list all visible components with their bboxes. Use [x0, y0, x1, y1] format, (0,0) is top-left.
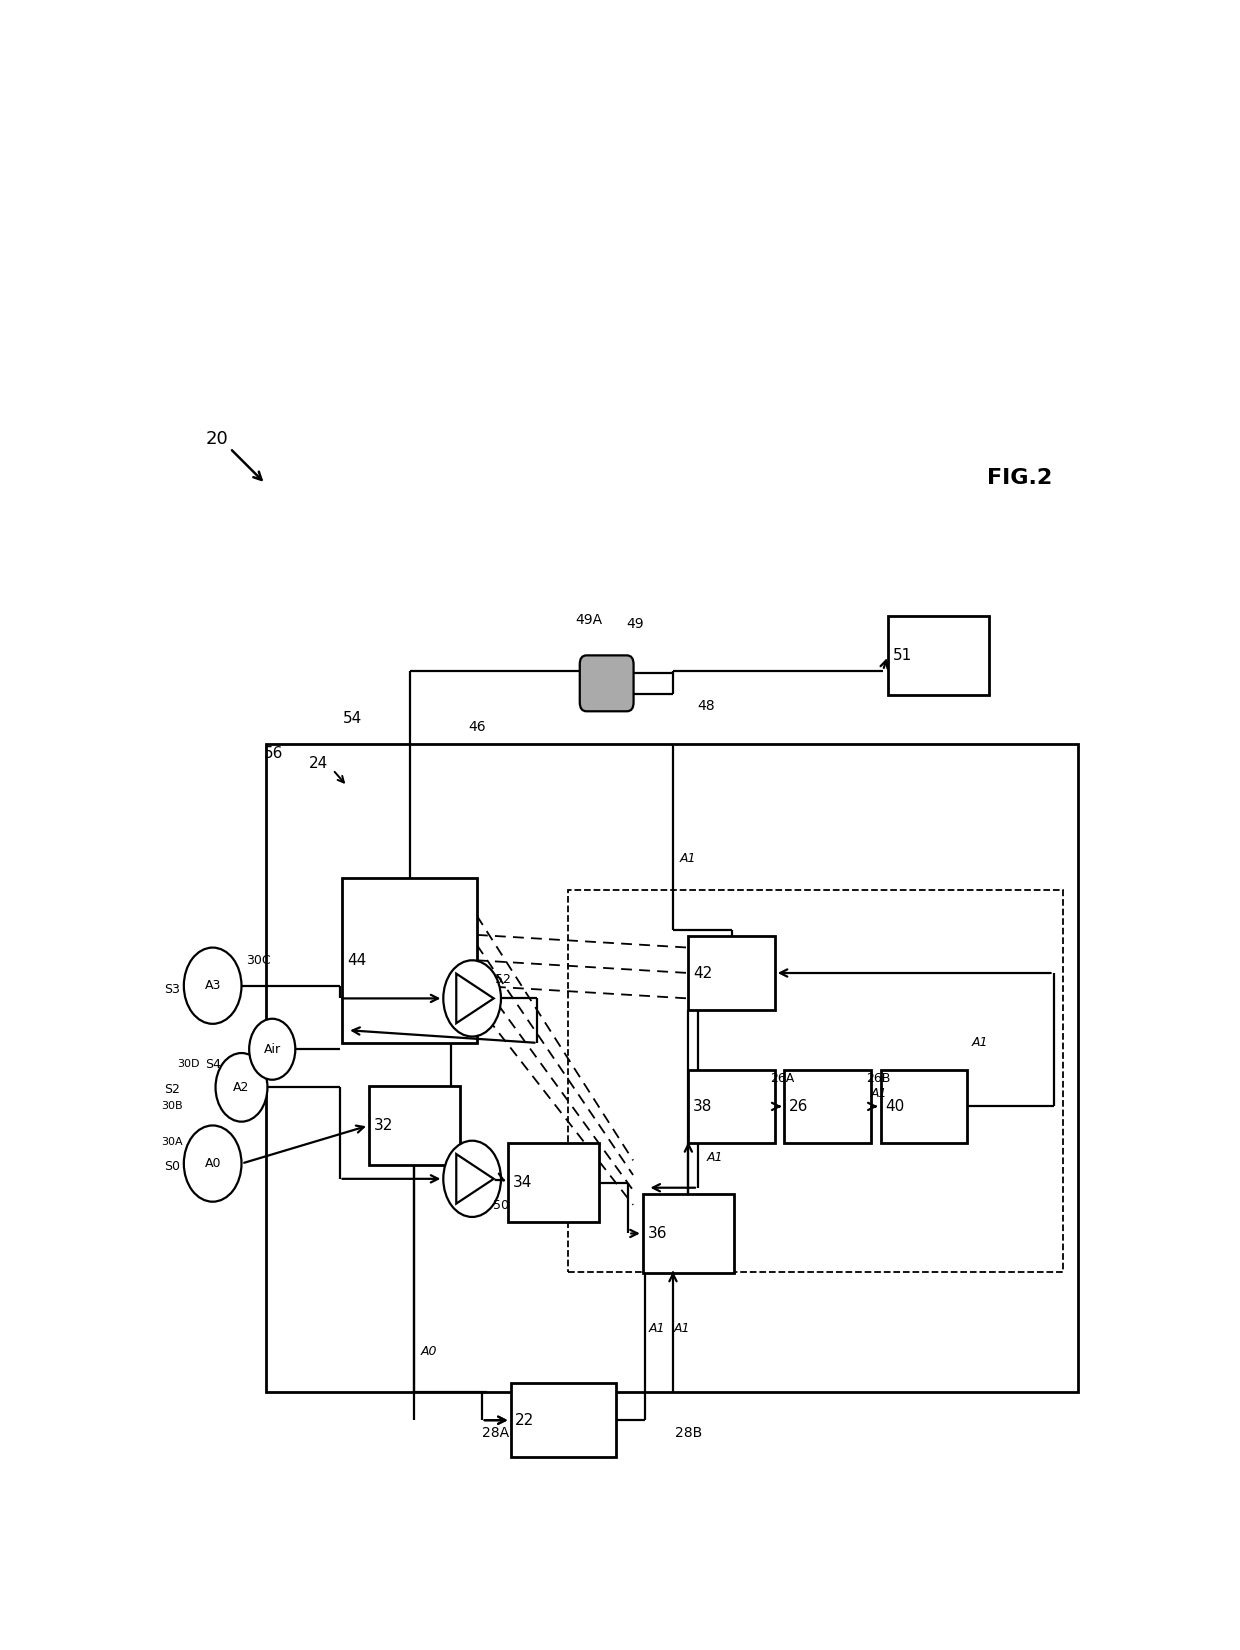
Text: A1: A1 — [707, 1150, 723, 1163]
Text: 20: 20 — [206, 431, 229, 449]
Text: 26B: 26B — [867, 1072, 890, 1086]
Text: A0: A0 — [420, 1345, 438, 1358]
Text: 50: 50 — [494, 1200, 508, 1213]
Text: A1: A1 — [971, 1036, 988, 1049]
Bar — [508, 1143, 599, 1223]
Text: 34: 34 — [513, 1175, 532, 1190]
Circle shape — [216, 1053, 268, 1122]
Text: 54: 54 — [342, 711, 362, 726]
Text: 49: 49 — [626, 617, 645, 630]
Text: A1: A1 — [680, 851, 697, 865]
Text: 51: 51 — [893, 648, 911, 663]
Text: 52: 52 — [495, 974, 511, 985]
Text: A0: A0 — [205, 1157, 221, 1170]
Text: 56: 56 — [264, 746, 283, 761]
Text: 28A: 28A — [481, 1426, 508, 1440]
Polygon shape — [456, 1153, 494, 1203]
Text: 38: 38 — [693, 1099, 713, 1114]
Text: 36: 36 — [647, 1226, 667, 1241]
Text: 30C: 30C — [247, 954, 272, 967]
Polygon shape — [456, 974, 494, 1023]
Text: A1: A1 — [673, 1322, 689, 1335]
Text: 26: 26 — [789, 1099, 808, 1114]
Text: S2: S2 — [165, 1084, 180, 1096]
Text: S0: S0 — [164, 1160, 180, 1173]
Text: A3: A3 — [205, 978, 221, 992]
Circle shape — [249, 1018, 295, 1079]
Text: 22: 22 — [516, 1412, 534, 1427]
Text: A1: A1 — [649, 1322, 665, 1335]
Text: 28B: 28B — [675, 1426, 702, 1440]
Text: 32: 32 — [373, 1119, 393, 1134]
Text: 30B: 30B — [161, 1102, 184, 1112]
Text: A1: A1 — [870, 1087, 887, 1101]
Circle shape — [444, 1140, 501, 1218]
Text: 48: 48 — [697, 700, 714, 713]
Text: 44: 44 — [347, 952, 367, 969]
Text: FIG.2: FIG.2 — [987, 467, 1053, 487]
Bar — [880, 1069, 967, 1143]
Text: 40: 40 — [885, 1099, 905, 1114]
Bar — [342, 878, 477, 1043]
Text: Air: Air — [264, 1043, 280, 1056]
Bar — [568, 891, 1063, 1272]
Text: 24: 24 — [309, 756, 329, 771]
Bar — [368, 1086, 460, 1165]
Text: S4: S4 — [205, 1058, 221, 1071]
Bar — [642, 1195, 734, 1272]
Text: 42: 42 — [693, 965, 713, 980]
Bar — [688, 1069, 775, 1143]
Circle shape — [444, 960, 501, 1036]
Bar — [888, 615, 988, 695]
Bar — [785, 1069, 870, 1143]
Circle shape — [184, 1125, 242, 1201]
Text: 30D: 30D — [177, 1059, 200, 1069]
Text: 49A: 49A — [575, 612, 603, 627]
Text: A2: A2 — [233, 1081, 249, 1094]
Text: 26A: 26A — [770, 1072, 795, 1086]
Circle shape — [184, 947, 242, 1023]
Bar — [688, 936, 775, 1010]
Bar — [265, 744, 1078, 1393]
Text: S3: S3 — [165, 983, 180, 997]
Text: 46: 46 — [469, 719, 486, 734]
Bar — [511, 1383, 616, 1457]
Text: 30A: 30A — [161, 1137, 184, 1147]
FancyBboxPatch shape — [580, 655, 634, 711]
